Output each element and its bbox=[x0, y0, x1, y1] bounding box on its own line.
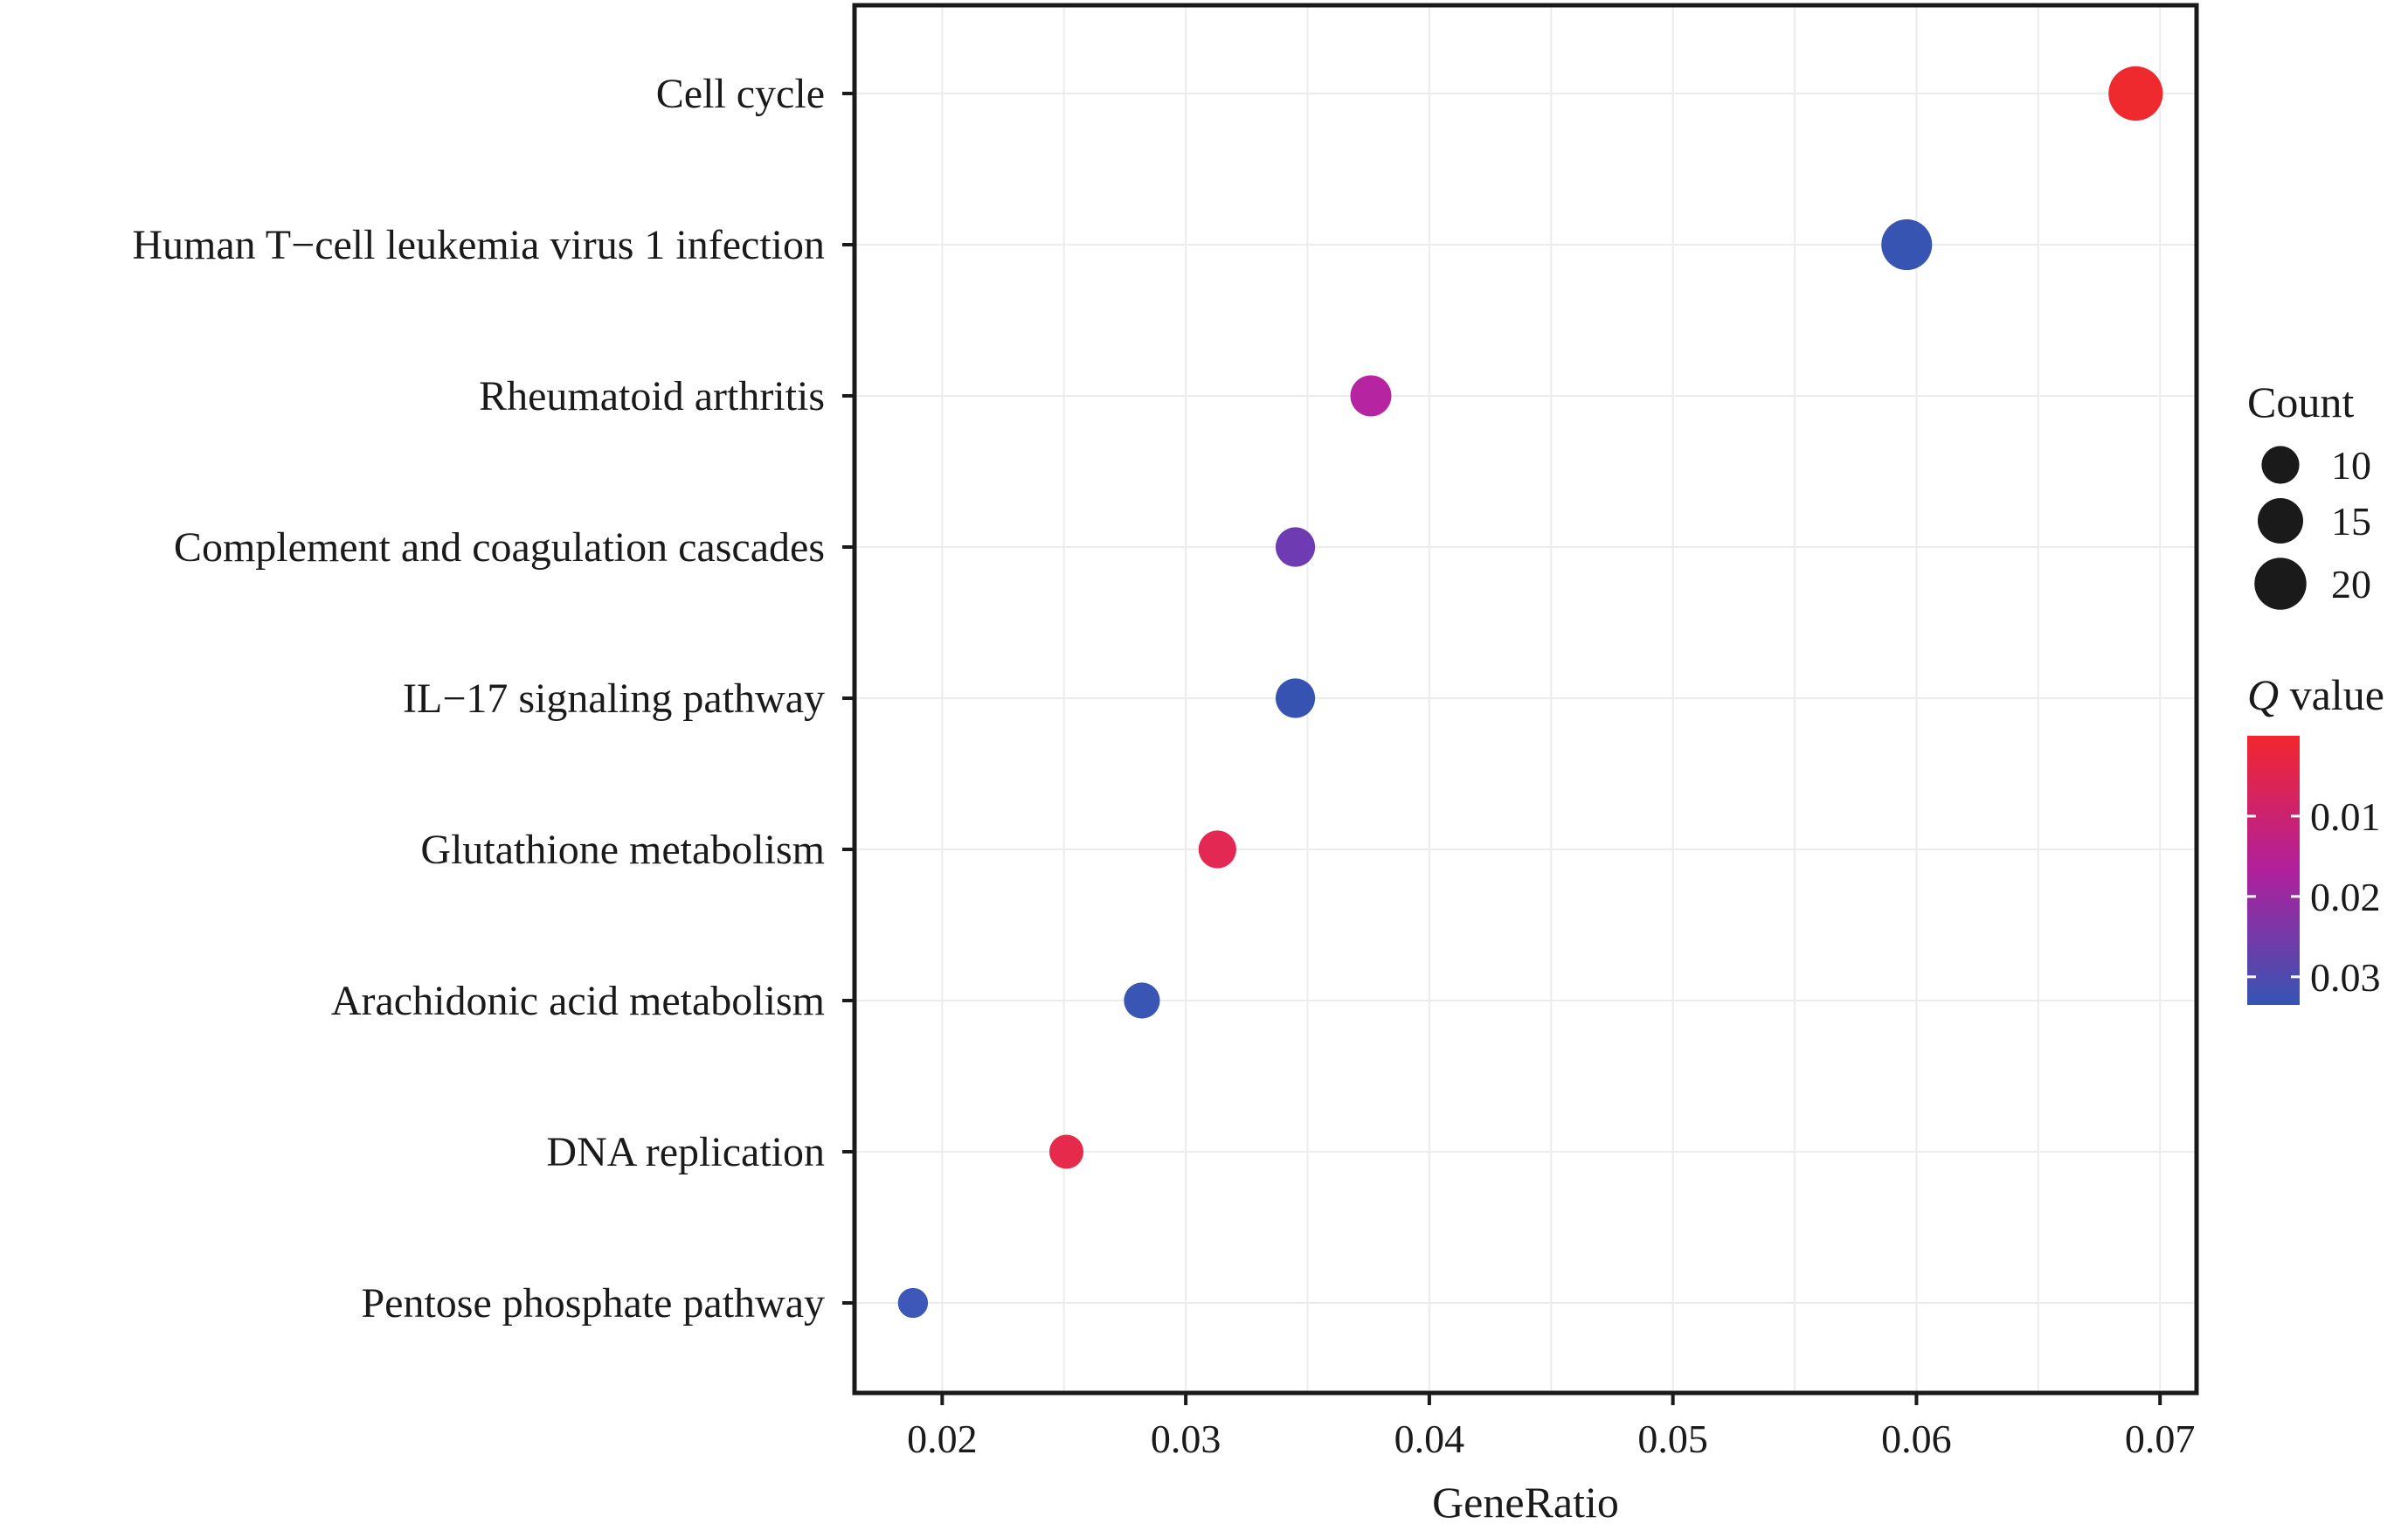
q-value-legend-label: 0.01 bbox=[2310, 794, 2381, 839]
x-tick-label: 0.02 bbox=[907, 1417, 978, 1461]
data-point bbox=[1048, 1134, 1084, 1169]
data-point bbox=[2108, 66, 2163, 121]
count-legend-dot bbox=[2261, 446, 2300, 484]
category-label: IL−17 signaling pathway bbox=[403, 675, 825, 722]
data-point bbox=[1881, 218, 1933, 271]
x-tick-label: 0.06 bbox=[1881, 1417, 1952, 1461]
count-legend: Count 10 15 20 bbox=[2247, 378, 2371, 610]
data-point bbox=[1276, 678, 1316, 718]
count-legend-dot bbox=[2254, 558, 2307, 610]
count-legend-dot bbox=[2257, 497, 2304, 544]
x-axis-title: GeneRatio bbox=[1432, 1478, 1619, 1527]
count-legend-label: 10 bbox=[2331, 443, 2371, 488]
q-value-colorbar bbox=[2247, 736, 2300, 1005]
q-value-legend-label: 0.02 bbox=[2310, 875, 2381, 919]
data-point bbox=[1350, 375, 1392, 417]
plot-frame bbox=[852, 3, 2199, 1396]
q-value-legend-label: 0.03 bbox=[2310, 955, 2381, 1000]
x-tick-label: 0.04 bbox=[1394, 1417, 1465, 1461]
category-label: Rheumatoid arthritis bbox=[479, 373, 825, 419]
q-value-legend: Q value 0.01 0.02 0.03 bbox=[2247, 670, 2384, 1005]
category-label: Human T−cell leukemia virus 1 infection bbox=[132, 222, 825, 268]
x-tick-label: 0.05 bbox=[1637, 1417, 1708, 1461]
category-axis: Cell cycle Human T−cell leukemia virus 1 … bbox=[132, 71, 855, 1327]
data-point bbox=[897, 1287, 929, 1319]
count-legend-label: 20 bbox=[2331, 562, 2371, 606]
count-legend-label: 15 bbox=[2331, 499, 2371, 544]
data-point bbox=[1124, 982, 1160, 1019]
q-value-legend-title: Q value bbox=[2247, 670, 2384, 719]
category-label: Pentose phosphate pathway bbox=[361, 1280, 825, 1327]
category-label: Cell cycle bbox=[656, 71, 825, 117]
data-point bbox=[1198, 830, 1236, 869]
category-label: Arachidonic acid metabolism bbox=[331, 978, 825, 1024]
category-label: Glutathione metabolism bbox=[420, 827, 825, 873]
data-point bbox=[1276, 527, 1316, 567]
x-axis: 0.02 0.03 0.04 0.05 0.06 0.07 bbox=[907, 1393, 2195, 1461]
count-legend-title: Count bbox=[2247, 378, 2354, 426]
x-tick-label: 0.03 bbox=[1151, 1417, 1221, 1461]
data-points bbox=[897, 66, 2163, 1319]
x-tick-label: 0.07 bbox=[2125, 1417, 2196, 1461]
category-label: Complement and coagulation cascades bbox=[174, 524, 825, 571]
category-label: DNA replication bbox=[546, 1129, 825, 1175]
